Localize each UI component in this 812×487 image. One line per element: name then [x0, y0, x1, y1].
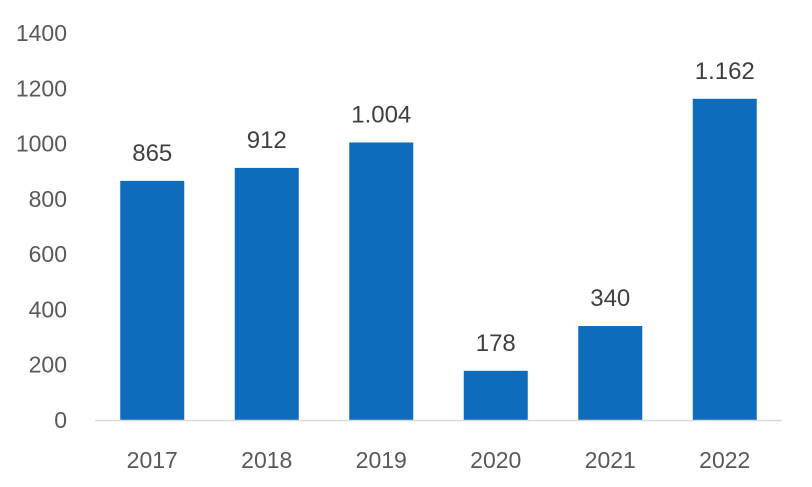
bars	[120, 98, 757, 421]
data-label-2020: 178	[476, 330, 516, 357]
y-tick-label: 1400	[16, 20, 67, 46]
data-label-2018: 912	[247, 127, 287, 154]
x-tick-label-2017: 2017	[127, 447, 178, 473]
y-tick-label: 0	[54, 407, 67, 433]
data-label-2019: 1.004	[351, 101, 411, 128]
bar-2021	[578, 326, 643, 420]
data-label-2022: 1.162	[695, 58, 755, 85]
y-tick-label: 1200	[16, 75, 67, 101]
x-tick-label-2020: 2020	[470, 447, 521, 473]
data-label-2017: 865	[132, 140, 172, 167]
y-tick-label: 400	[29, 296, 67, 322]
bar-2022	[692, 98, 757, 420]
bar-2020	[463, 370, 528, 420]
y-tick-label: 200	[29, 352, 67, 378]
x-tick-label-2019: 2019	[356, 447, 407, 473]
x-tick-label-2022: 2022	[699, 447, 750, 473]
bar-2017	[120, 180, 185, 420]
y-tick-label: 600	[29, 241, 67, 267]
data-label-2021: 340	[590, 285, 630, 312]
x-axis-tick-labels: 2017 2018 2019 2020 2021 2022	[127, 447, 751, 473]
y-axis-tick-labels: 0 200 400 600 800 1000 1200 1400	[16, 20, 67, 433]
bar-2018	[234, 167, 299, 420]
x-tick-label-2018: 2018	[241, 447, 292, 473]
y-tick-label: 1000	[16, 131, 67, 157]
data-labels: 865 912 1.004 178 340 1.162	[132, 58, 755, 357]
x-tick-label-2021: 2021	[585, 447, 636, 473]
y-tick-label: 800	[29, 186, 67, 212]
bar-2019	[349, 142, 414, 421]
